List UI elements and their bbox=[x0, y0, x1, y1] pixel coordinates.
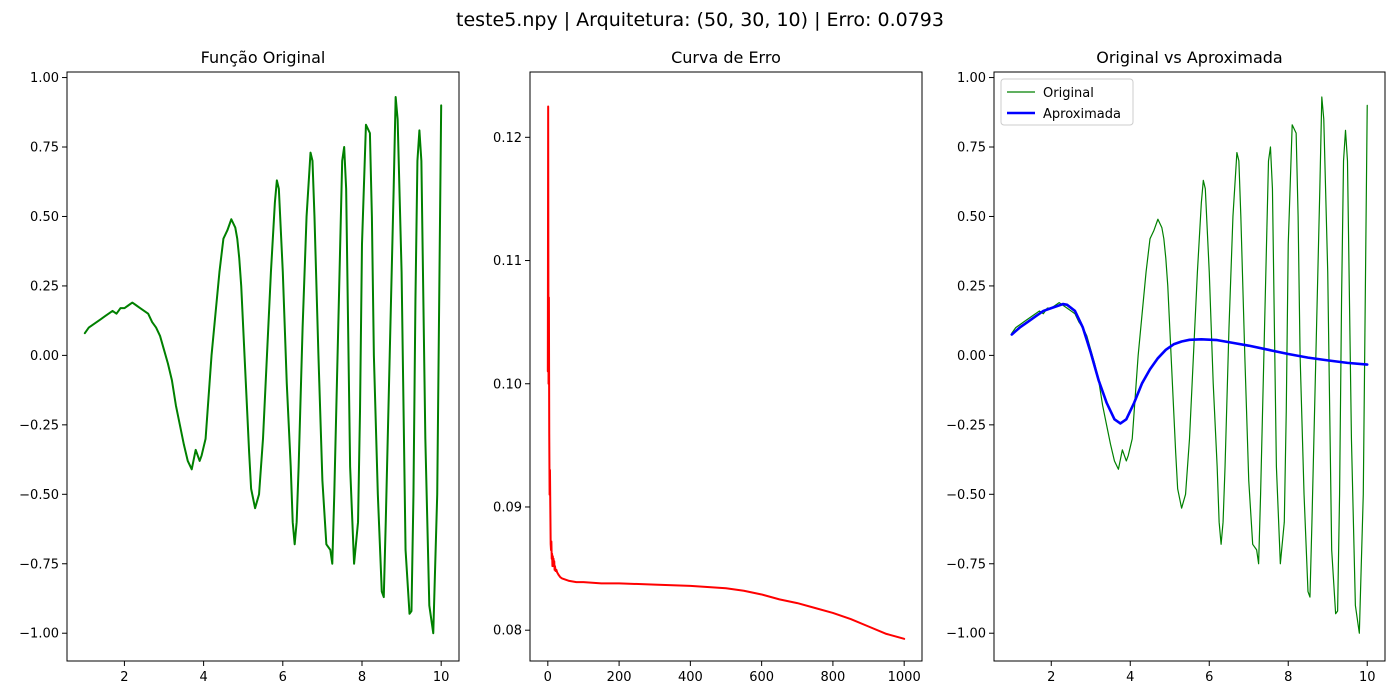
y-tick-label: 0.75 bbox=[957, 141, 986, 156]
x-tick-label: 6 bbox=[1205, 670, 1213, 685]
x-tick-label: 1000 bbox=[888, 670, 921, 685]
x-tick-label: 2 bbox=[1047, 670, 1055, 685]
y-tick-label: 0.00 bbox=[957, 349, 986, 364]
subplot-original-vs-aproximada: Original vs Aproximada 2 4 6 8 10 −1.00 −0.75 −0… bbox=[946, 48, 1386, 685]
x-tick-label: 6 bbox=[279, 670, 287, 685]
y-tick-label: 0.09 bbox=[493, 500, 522, 515]
series-line-series-0 bbox=[83, 96, 443, 635]
axes-frame bbox=[66, 71, 460, 662]
y-tick-label: 0.50 bbox=[30, 210, 59, 225]
axes-frame bbox=[993, 71, 1386, 662]
subplot-title: Curva de Erro bbox=[671, 48, 781, 67]
y-tick-label: 0.11 bbox=[493, 254, 522, 269]
y-tick-label: 0.08 bbox=[493, 624, 522, 639]
x-tick-label: 4 bbox=[1126, 670, 1134, 685]
subplot-title: Original vs Aproximada bbox=[1096, 48, 1282, 67]
y-tick-label: −0.75 bbox=[946, 557, 986, 572]
y-tick-label: 0.25 bbox=[30, 279, 59, 294]
x-tick-label: 2 bbox=[120, 670, 128, 685]
series-line-aproximada bbox=[1010, 302, 1369, 425]
y-tick-label: 1.00 bbox=[30, 71, 59, 86]
series-line-original bbox=[1011, 96, 1368, 634]
series-line-series-0 bbox=[546, 105, 906, 640]
y-tick-label: −1.00 bbox=[946, 627, 986, 642]
axes-frame bbox=[529, 71, 923, 662]
figure-suptitle: teste5.npy | Arquitetura: (50, 30, 10) |… bbox=[456, 9, 944, 31]
subplot-curva-de-erro: Curva de Erro 0 200 400 600 800 1000 0.08 0.09 0.… bbox=[493, 48, 923, 685]
y-tick-label: 0.75 bbox=[30, 141, 59, 156]
legend-label-original: Original bbox=[1043, 86, 1094, 101]
x-tick-label: 0 bbox=[544, 670, 552, 685]
x-tick-label: 8 bbox=[358, 670, 366, 685]
y-tick-label: 1.00 bbox=[957, 71, 986, 86]
x-tick-label: 8 bbox=[1284, 670, 1292, 685]
y-tick-label: 0.12 bbox=[493, 131, 522, 146]
x-tick-label: 800 bbox=[820, 670, 845, 685]
subplot-funcao-original: Função Original 2 4 6 8 10 −1.00 −0.75 −0.50 −0.2… bbox=[19, 48, 460, 685]
legend: Original Aproximada bbox=[1000, 78, 1134, 126]
y-tick-label: −0.50 bbox=[19, 488, 59, 503]
y-tick-label: 0.50 bbox=[957, 210, 986, 225]
legend-label-aproximada: Aproximada bbox=[1043, 107, 1121, 122]
x-tick-label: 4 bbox=[199, 670, 207, 685]
subplot-title: Função Original bbox=[201, 48, 326, 67]
y-tick-label: −0.25 bbox=[19, 418, 59, 433]
x-tick-label: 600 bbox=[749, 670, 774, 685]
y-tick-label: −0.25 bbox=[946, 418, 986, 433]
y-tick-label: 0.00 bbox=[30, 349, 59, 364]
y-tick-label: −0.75 bbox=[19, 557, 59, 572]
y-tick-label: 0.10 bbox=[493, 377, 522, 392]
x-tick-label: 400 bbox=[678, 670, 703, 685]
y-tick-label: −1.00 bbox=[19, 627, 59, 642]
x-tick-label: 10 bbox=[433, 670, 450, 685]
x-tick-label: 200 bbox=[607, 670, 632, 685]
y-tick-label: 0.25 bbox=[957, 279, 986, 294]
x-tick-label: 10 bbox=[1359, 670, 1376, 685]
y-tick-label: −0.50 bbox=[946, 488, 986, 503]
